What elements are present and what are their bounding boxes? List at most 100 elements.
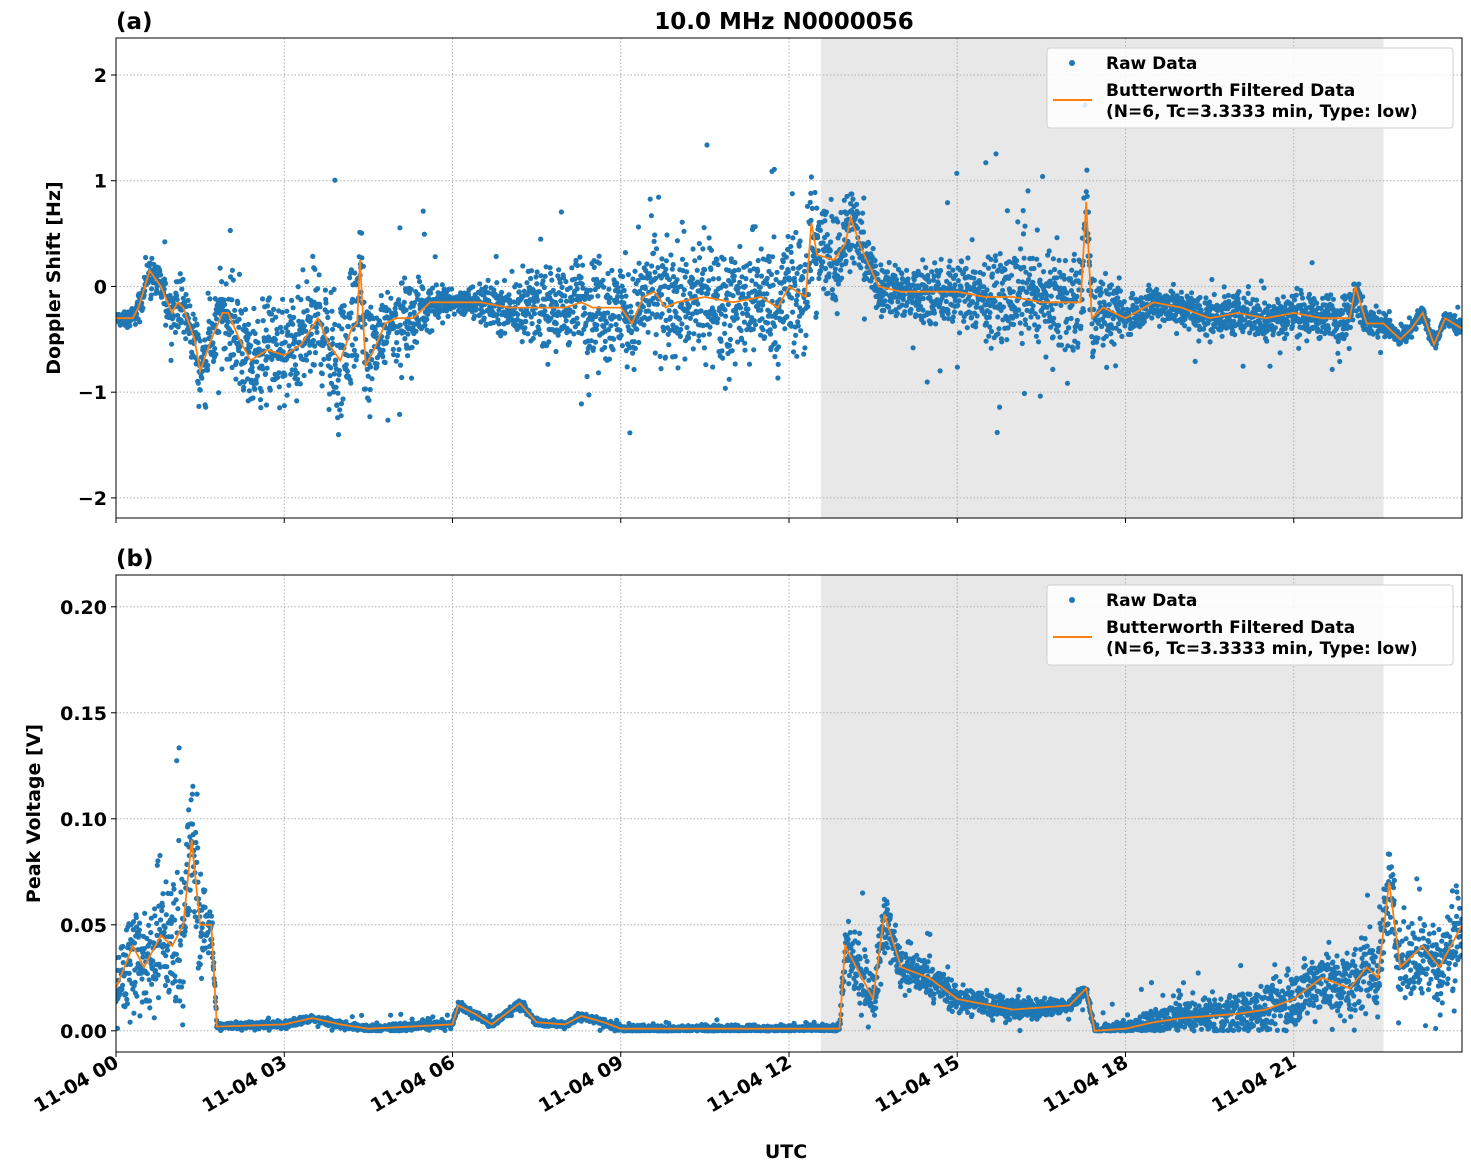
raw-data-point bbox=[1109, 282, 1114, 287]
raw-data-point bbox=[180, 1004, 185, 1009]
raw-data-point bbox=[1041, 269, 1046, 274]
raw-data-point bbox=[188, 888, 193, 893]
raw-data-point bbox=[285, 393, 290, 398]
raw-data-point bbox=[1050, 307, 1055, 312]
raw-data-point bbox=[809, 218, 814, 223]
raw-data-point bbox=[1208, 339, 1213, 344]
raw-data-point bbox=[300, 267, 305, 272]
raw-data-point bbox=[291, 315, 296, 320]
raw-data-point bbox=[434, 282, 439, 287]
raw-data-point bbox=[707, 332, 712, 337]
raw-data-point bbox=[602, 345, 607, 350]
y-tick-label: 1 bbox=[94, 171, 107, 193]
raw-data-point bbox=[938, 368, 943, 373]
raw-data-point bbox=[580, 263, 585, 268]
raw-data-point bbox=[773, 340, 778, 345]
raw-data-point bbox=[664, 258, 669, 263]
raw-data-point bbox=[164, 912, 169, 917]
raw-data-point bbox=[594, 323, 599, 328]
raw-data-point bbox=[715, 293, 720, 298]
raw-data-point bbox=[675, 365, 680, 370]
raw-data-point bbox=[174, 952, 179, 957]
raw-data-point bbox=[255, 374, 260, 379]
raw-data-point bbox=[945, 200, 950, 205]
raw-data-point bbox=[715, 316, 720, 321]
raw-data-point bbox=[186, 298, 191, 303]
raw-data-point bbox=[680, 257, 685, 262]
raw-data-point bbox=[562, 293, 567, 298]
raw-data-point bbox=[620, 343, 625, 348]
raw-data-point bbox=[574, 316, 579, 321]
raw-data-point bbox=[911, 282, 916, 287]
raw-data-point bbox=[957, 298, 962, 303]
raw-data-point bbox=[1107, 302, 1112, 307]
raw-data-point bbox=[541, 278, 546, 283]
raw-data-point bbox=[953, 273, 958, 278]
raw-data-point bbox=[198, 872, 203, 877]
raw-data-point bbox=[330, 336, 335, 341]
raw-data-point bbox=[731, 293, 736, 298]
raw-data-point bbox=[205, 368, 210, 373]
raw-data-point bbox=[1042, 313, 1047, 318]
raw-data-point bbox=[1034, 334, 1039, 339]
raw-data-point bbox=[681, 229, 686, 234]
raw-data-point bbox=[632, 339, 637, 344]
raw-data-point bbox=[955, 365, 960, 370]
raw-data-point bbox=[542, 308, 547, 313]
raw-data-point bbox=[802, 269, 807, 274]
raw-data-point bbox=[320, 371, 325, 376]
raw-data-point bbox=[643, 286, 648, 291]
raw-data-point bbox=[502, 331, 507, 336]
raw-data-point bbox=[294, 398, 299, 403]
raw-data-point bbox=[152, 1015, 157, 1020]
raw-data-point bbox=[368, 305, 373, 310]
raw-data-point bbox=[1015, 219, 1020, 224]
raw-data-point bbox=[871, 246, 876, 251]
raw-data-point bbox=[131, 1011, 136, 1016]
raw-data-point bbox=[332, 371, 337, 376]
raw-data-point bbox=[337, 368, 342, 373]
raw-data-point bbox=[743, 276, 748, 281]
raw-data-point bbox=[706, 278, 711, 283]
raw-data-point bbox=[1023, 317, 1028, 322]
raw-data-point bbox=[298, 297, 303, 302]
raw-data-point bbox=[433, 254, 438, 259]
raw-data-point bbox=[133, 980, 138, 985]
raw-data-point bbox=[860, 211, 865, 216]
raw-data-point bbox=[175, 870, 180, 875]
raw-data-point bbox=[198, 962, 203, 967]
raw-data-point bbox=[183, 336, 188, 341]
raw-data-point bbox=[405, 332, 410, 337]
raw-data-point bbox=[157, 853, 162, 858]
raw-data-point bbox=[546, 339, 551, 344]
raw-data-point bbox=[218, 266, 223, 271]
raw-data-point bbox=[429, 328, 434, 333]
raw-data-point bbox=[533, 274, 538, 279]
raw-data-point bbox=[1314, 301, 1319, 306]
raw-data-point bbox=[1091, 348, 1096, 353]
raw-data-point bbox=[622, 288, 627, 293]
raw-data-point bbox=[984, 320, 989, 325]
raw-data-point bbox=[336, 378, 341, 383]
raw-data-point bbox=[289, 298, 294, 303]
raw-data-point bbox=[341, 309, 346, 314]
raw-data-point bbox=[756, 258, 761, 263]
raw-data-point bbox=[1057, 258, 1062, 263]
raw-data-point bbox=[723, 284, 728, 289]
raw-data-point bbox=[793, 230, 798, 235]
raw-data-point bbox=[902, 309, 907, 314]
raw-data-point bbox=[769, 272, 774, 277]
raw-data-point bbox=[684, 262, 689, 267]
raw-data-point bbox=[163, 879, 168, 884]
raw-data-point bbox=[760, 327, 765, 332]
raw-data-point bbox=[823, 266, 828, 271]
raw-data-point bbox=[1236, 289, 1241, 294]
raw-data-point bbox=[989, 329, 994, 334]
raw-data-point bbox=[1128, 332, 1133, 337]
raw-data-point bbox=[995, 314, 1000, 319]
raw-data-point bbox=[409, 287, 414, 292]
raw-data-point bbox=[1115, 295, 1120, 300]
raw-data-point bbox=[629, 329, 634, 334]
raw-data-point bbox=[809, 174, 814, 179]
